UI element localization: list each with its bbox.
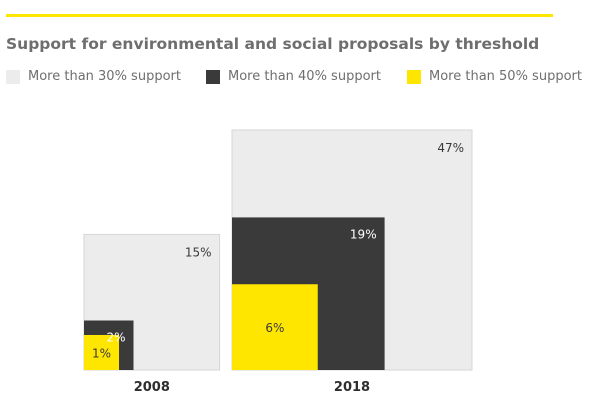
top-accent-rule [6,14,553,17]
value-label-2008-40: 2% [106,330,125,344]
legend-item-50: More than 50% support [407,69,582,84]
legend-label-50: More than 50% support [429,69,582,84]
group-label-2008: 2008 [134,380,170,395]
legend: More than 30% support More than 40% supp… [6,69,600,87]
value-label-2018-40: 19% [350,227,377,241]
legend-swatch-40 [206,69,220,84]
legend-swatch-30 [6,69,20,84]
legend-item-30: More than 30% support [6,69,181,84]
value-label-2018-30: 47% [437,141,464,155]
legend-swatch-50 [407,69,421,84]
square-2018-50 [232,284,318,370]
legend-label-30: More than 30% support [28,69,181,84]
value-label-2008-30: 15% [185,245,212,259]
legend-label-40: More than 40% support [228,69,381,84]
value-label-2008-50: 1% [92,346,111,360]
legend-item-40: More than 40% support [206,69,381,84]
chart-title: Support for environmental and social pro… [6,35,540,53]
square-2008-50 [84,334,120,370]
group-label-2018: 2018 [334,380,370,395]
value-label-2018-50: 6% [265,321,284,335]
